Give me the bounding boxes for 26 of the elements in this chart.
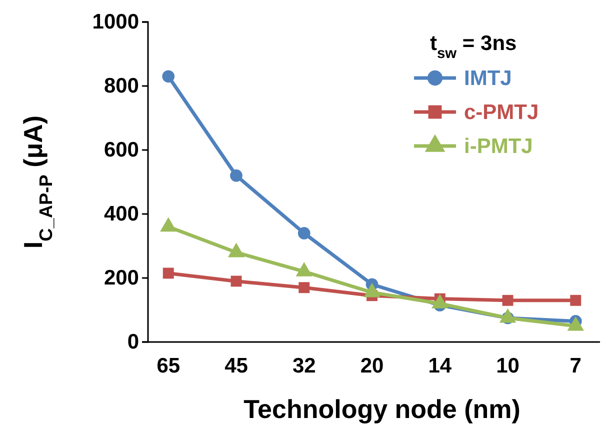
point	[502, 294, 514, 306]
point	[298, 227, 310, 240]
y-tick-label: 600	[104, 138, 139, 162]
y-tick-label: 800	[104, 74, 139, 98]
legend-title: t$_{sw}$ = 3ns	[430, 32, 517, 62]
legend-label: IMTJ	[464, 67, 512, 90]
x-tick-label: 65	[156, 354, 180, 378]
x-tick-label: 20	[360, 354, 384, 378]
x-tick-label: 32	[292, 354, 316, 378]
x-tick-label: 14	[428, 354, 452, 378]
y-tick-label: 0	[127, 330, 139, 354]
y-tick-label: 1000	[92, 10, 139, 34]
point	[570, 294, 582, 306]
y-tick-label: 400	[104, 202, 139, 226]
legend-label: i-PMTJ	[464, 135, 533, 158]
point	[230, 169, 242, 182]
point	[162, 70, 175, 83]
y-tick-label: 200	[104, 266, 139, 290]
point	[230, 276, 242, 287]
point	[162, 268, 174, 279]
x-tick-label: 10	[496, 354, 520, 378]
x-tick-label: 7	[570, 354, 582, 378]
x-axis-title: Technology node (nm)	[244, 394, 520, 424]
legend-label: c-PMTJ	[464, 101, 539, 124]
x-tick-label: 45	[224, 354, 248, 378]
point	[298, 282, 310, 294]
